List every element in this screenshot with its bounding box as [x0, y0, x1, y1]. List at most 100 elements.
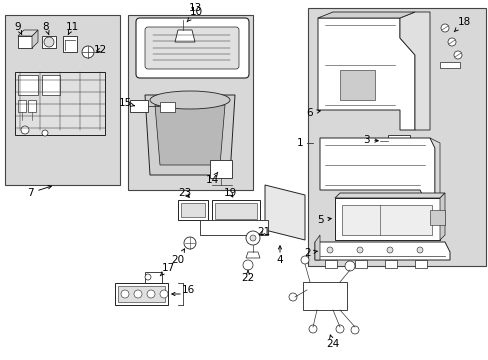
Polygon shape [314, 235, 319, 260]
Text: 14: 14 [205, 172, 218, 185]
Polygon shape [145, 272, 162, 283]
Text: 15: 15 [118, 98, 134, 108]
Text: 22: 22 [241, 270, 254, 283]
Text: 18: 18 [453, 17, 469, 32]
Circle shape [447, 38, 455, 46]
Text: 20: 20 [171, 249, 184, 265]
Circle shape [145, 274, 151, 280]
Circle shape [147, 290, 155, 298]
Polygon shape [155, 105, 224, 165]
Text: 17: 17 [160, 263, 174, 276]
Polygon shape [384, 260, 396, 268]
Circle shape [249, 235, 256, 241]
Text: 4: 4 [276, 255, 283, 265]
Bar [128, 15, 252, 190]
Polygon shape [429, 138, 439, 200]
Text: 16: 16 [181, 285, 194, 295]
Bar [307, 8, 485, 266]
Polygon shape [334, 198, 439, 240]
Polygon shape [303, 282, 346, 310]
Polygon shape [200, 220, 267, 235]
Polygon shape [317, 18, 414, 130]
Text: 7: 7 [27, 186, 51, 198]
Polygon shape [264, 185, 305, 240]
Polygon shape [314, 242, 449, 260]
Polygon shape [387, 135, 409, 148]
Polygon shape [245, 252, 260, 258]
Circle shape [301, 256, 308, 264]
Text: 19: 19 [223, 188, 236, 198]
Polygon shape [18, 75, 38, 95]
Text: 21: 21 [257, 227, 270, 237]
Text: 24: 24 [325, 335, 339, 349]
Text: 1: 1 [296, 138, 303, 148]
Polygon shape [175, 30, 195, 42]
Polygon shape [63, 36, 77, 52]
Polygon shape [18, 30, 38, 36]
Circle shape [21, 126, 29, 134]
Circle shape [386, 247, 392, 253]
Polygon shape [439, 62, 459, 68]
Polygon shape [414, 260, 426, 268]
Text: 8: 8 [42, 22, 49, 35]
Text: 3: 3 [362, 135, 377, 145]
Circle shape [440, 24, 448, 32]
Polygon shape [354, 260, 366, 268]
Text: 2: 2 [304, 248, 317, 258]
Polygon shape [145, 95, 235, 175]
Polygon shape [399, 12, 429, 130]
Polygon shape [115, 283, 168, 305]
Text: 10: 10 [186, 7, 202, 22]
FancyBboxPatch shape [136, 18, 248, 78]
Circle shape [416, 247, 422, 253]
Text: 5: 5 [316, 215, 330, 225]
Polygon shape [334, 193, 444, 198]
Polygon shape [130, 100, 148, 112]
Circle shape [44, 37, 54, 47]
Polygon shape [439, 193, 444, 240]
Circle shape [326, 247, 332, 253]
Circle shape [453, 51, 461, 59]
Polygon shape [209, 160, 231, 178]
Polygon shape [319, 138, 434, 200]
Polygon shape [32, 30, 38, 48]
Polygon shape [429, 210, 444, 225]
Polygon shape [215, 203, 257, 219]
Bar [5, 15, 120, 185]
Polygon shape [181, 203, 204, 217]
Text: 23: 23 [178, 188, 191, 198]
Circle shape [82, 46, 94, 58]
Text: 11: 11 [65, 22, 79, 35]
Polygon shape [18, 100, 26, 112]
Polygon shape [160, 102, 175, 112]
Circle shape [345, 261, 354, 271]
Polygon shape [325, 260, 336, 268]
Circle shape [356, 247, 362, 253]
Text: 12: 12 [93, 45, 106, 55]
Polygon shape [118, 286, 164, 302]
Polygon shape [42, 36, 56, 48]
Ellipse shape [150, 91, 229, 109]
Polygon shape [212, 200, 260, 222]
Circle shape [160, 290, 168, 298]
Polygon shape [339, 70, 374, 100]
Polygon shape [341, 205, 431, 235]
Circle shape [42, 130, 48, 136]
FancyBboxPatch shape [145, 27, 239, 69]
Circle shape [350, 326, 358, 334]
Text: 9: 9 [15, 22, 22, 35]
Circle shape [245, 231, 260, 245]
Polygon shape [178, 200, 207, 220]
Circle shape [308, 325, 316, 333]
Polygon shape [42, 75, 60, 95]
Polygon shape [15, 72, 105, 135]
Polygon shape [18, 36, 32, 48]
Text: 13: 13 [188, 3, 201, 13]
Circle shape [335, 325, 343, 333]
Circle shape [288, 293, 296, 301]
Circle shape [121, 290, 129, 298]
Circle shape [134, 290, 142, 298]
Text: 6: 6 [306, 108, 320, 118]
Circle shape [243, 260, 252, 270]
Polygon shape [28, 100, 36, 112]
